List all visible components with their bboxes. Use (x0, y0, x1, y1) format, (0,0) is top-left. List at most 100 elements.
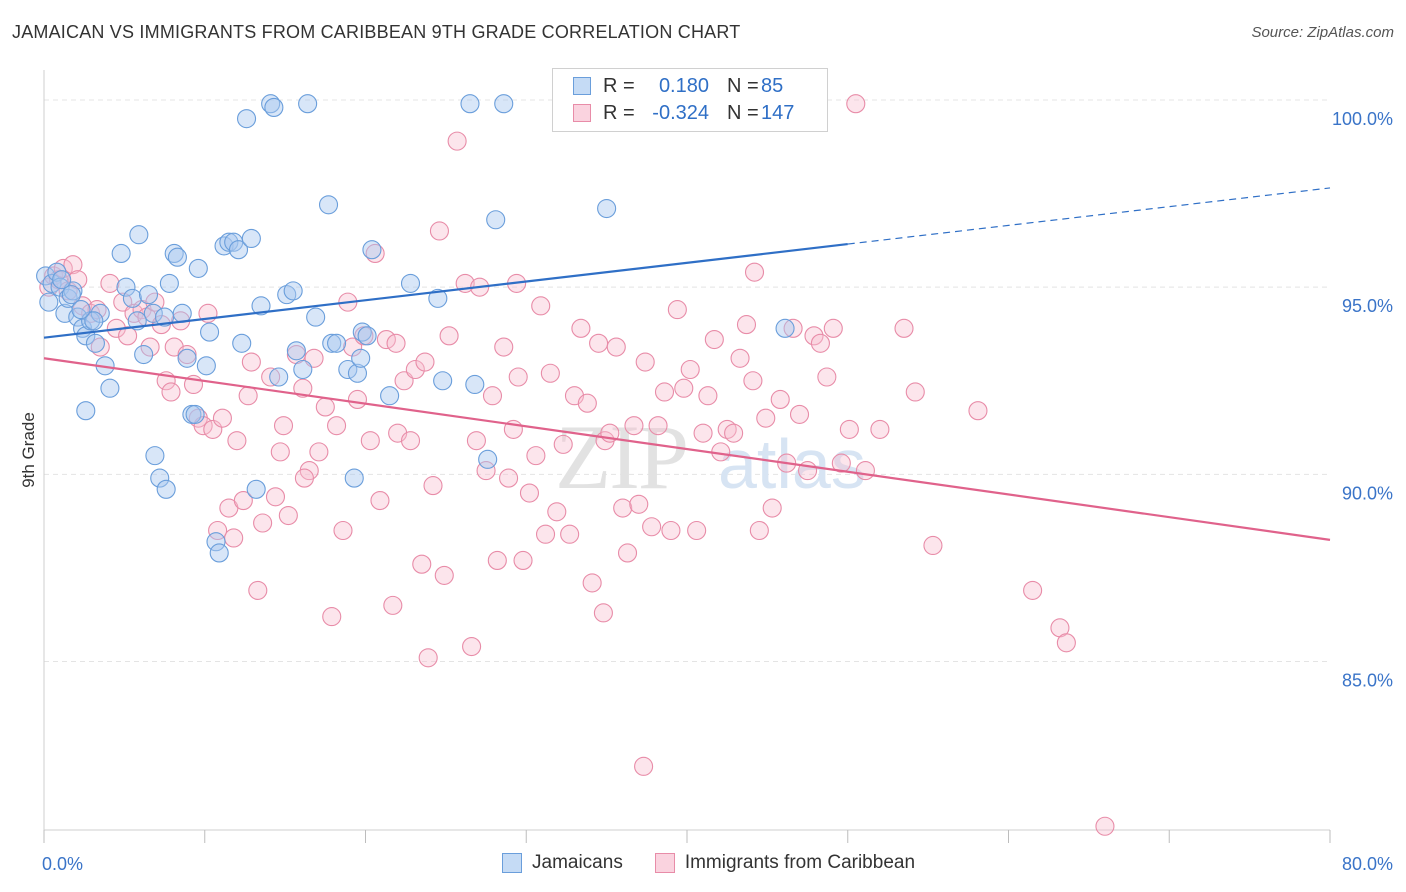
caribbean-point (253, 513, 273, 533)
jamaicans-point (100, 378, 120, 398)
caribbean-point (749, 520, 769, 541)
caribbean-point (447, 131, 467, 151)
caribbean-point (674, 378, 694, 398)
jamaicans-point (357, 326, 377, 346)
jamaicans-point (433, 371, 453, 391)
jamaicans-point (209, 543, 229, 563)
jamaicans-point (246, 479, 266, 499)
jamaicans-point (219, 232, 239, 252)
jamaicans-point (196, 356, 216, 376)
legend-r-value: -0.324 (652, 101, 709, 124)
legend-swatch-blue (502, 853, 522, 873)
jamaicans-point (164, 243, 184, 263)
caribbean-point (744, 262, 765, 282)
caribbean-point (687, 520, 707, 541)
caribbean-point (415, 352, 435, 372)
jamaicans-point (428, 288, 448, 308)
caribbean-point (273, 416, 294, 436)
jamaicans-point (134, 344, 154, 365)
caribbean-point (535, 524, 556, 544)
caribbean-point (439, 326, 459, 346)
jamaicans-point (129, 225, 149, 245)
jamaicans-point (338, 359, 358, 380)
caribbean-point (309, 442, 329, 462)
series-legend: Jamaicans Immigrants from Caribbean (502, 852, 947, 874)
caribbean-point (233, 490, 253, 511)
caribbean-point (434, 565, 454, 585)
jamaicans-point (460, 94, 480, 114)
caribbean-point (846, 94, 866, 114)
caribbean-point (531, 296, 551, 316)
legend-swatch-pink (573, 104, 591, 122)
legend-r-label: R = (603, 101, 635, 124)
caribbean-point (831, 453, 851, 473)
caribbean-point (161, 382, 181, 402)
caribbean-point (560, 524, 580, 544)
jamaicans-point (50, 277, 70, 297)
jamaicans-point (150, 468, 170, 488)
caribbean-point (466, 431, 486, 451)
source-label: Source: ZipAtlas.com (1251, 24, 1394, 41)
jamaicans-point (39, 292, 59, 312)
caribbean-point (508, 367, 528, 387)
legend-swatch-blue (573, 77, 591, 95)
legend-r-value: 0.180 (658, 74, 709, 97)
legend-row-caribbean: R = -0.324 N = 147 (573, 100, 794, 126)
caribbean-point (499, 468, 519, 488)
jamaicans-point (298, 94, 318, 114)
caribbean-point (770, 389, 790, 410)
caribbean-point (839, 419, 859, 439)
caribbean-point (629, 494, 649, 514)
jamaicans-point (478, 449, 498, 469)
legend-n-value: 147 (761, 101, 795, 124)
jamaicans-point (228, 240, 249, 260)
caribbean-point (412, 554, 432, 574)
jamaicans-point (167, 247, 187, 267)
caribbean-point (140, 337, 160, 357)
caribbean-point (360, 431, 380, 451)
jamaicans-point (143, 303, 163, 323)
x-tick-label: 80.0% (1342, 854, 1393, 874)
jamaicans-point (52, 270, 72, 290)
caribbean-point (642, 517, 662, 537)
caribbean-point (905, 382, 925, 402)
caribbean-point (333, 520, 353, 541)
jamaicans-point (351, 348, 371, 368)
jamaicans-point (85, 333, 105, 353)
caribbean-point (347, 389, 368, 410)
jamaicans-point (318, 195, 339, 215)
jamaicans-point (261, 94, 281, 114)
legend-r-label: R = (603, 74, 635, 97)
jamaicans-point (293, 359, 313, 380)
caribbean-point (823, 318, 843, 338)
caribbean-point (322, 607, 342, 627)
jamaicans-point (362, 240, 382, 260)
caribbean-point (593, 603, 613, 623)
legend-item-jamaicans: Jamaicans (502, 852, 623, 874)
jamaicans-point (116, 277, 136, 297)
caribbean-point (540, 363, 560, 383)
caribbean-point (100, 273, 120, 293)
jamaicans-trend-line (43, 242, 848, 339)
caribbean-point (855, 461, 875, 481)
y-tick-label: 95.0% (1342, 296, 1393, 316)
jamaicans-point (61, 285, 81, 305)
jamaicans-point (90, 303, 110, 323)
jamaicans-point (286, 341, 306, 361)
caribbean-point (241, 352, 261, 372)
caribbean-point (870, 419, 890, 439)
jamaicans-point (177, 348, 197, 368)
legend-label-caribbean: Immigrants from Caribbean (684, 852, 916, 873)
jamaicans-point (36, 266, 56, 286)
jamaicans-point (465, 374, 485, 395)
caribbean-point (315, 397, 335, 417)
jamaicans-point (327, 333, 347, 353)
caribbean-point (693, 423, 713, 443)
caribbean-point (968, 401, 988, 421)
jamaicans-point (400, 273, 421, 293)
caribbean-point (589, 333, 609, 353)
jamaicans-point (76, 401, 96, 421)
legend-label-jamaicans: Jamaicans (532, 852, 623, 873)
jamaicans-point (269, 367, 289, 387)
jamaicans-point (380, 386, 400, 406)
